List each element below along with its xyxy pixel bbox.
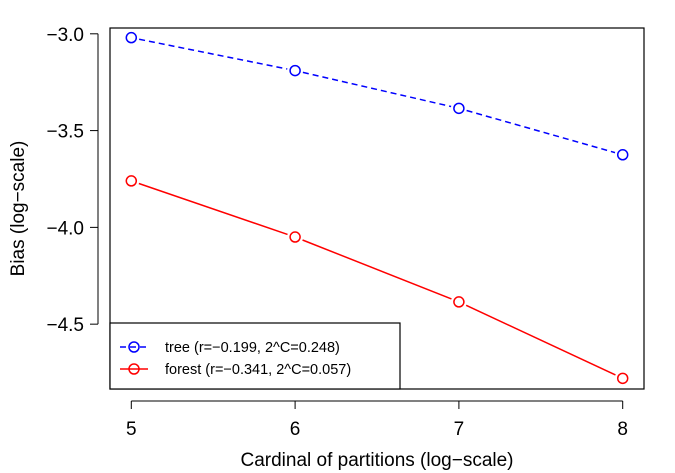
y-tick-label: −3.5 <box>46 122 84 143</box>
series-forest <box>125 175 629 385</box>
y-ticks: −3.0 −3.5 −4.0 −4.5 <box>46 25 98 336</box>
legend: tree (r=−0.199, 2^C=0.248) forest (r=−0.… <box>109 322 401 390</box>
x-tick-label: 7 <box>454 419 465 440</box>
series-layer <box>125 31 629 385</box>
series-line-segment <box>302 71 452 108</box>
x-tick-label: 5 <box>126 419 137 440</box>
x-axis-title: Cardinal of partitions (log−scale) <box>241 450 514 471</box>
y-axis: −3.0 −3.5 −4.0 −4.5 <box>46 25 99 336</box>
y-tick-label: −3.0 <box>46 25 84 46</box>
data-point <box>289 64 301 77</box>
x-tick-label: 8 <box>617 419 628 440</box>
legend-marker-forest <box>128 363 140 375</box>
legend-label-tree: tree (r=−0.199, 2^C=0.248) <box>165 340 340 356</box>
y-tick-label: −4.0 <box>46 218 84 239</box>
data-point <box>125 31 138 44</box>
data-point <box>453 102 465 115</box>
data-point <box>289 231 301 243</box>
y-axis-title: Bias (log−scale) <box>8 141 29 277</box>
series-line-segment <box>138 182 288 236</box>
series-line-segment <box>302 239 452 300</box>
legend-marker-tree <box>128 341 140 353</box>
data-point <box>616 149 629 161</box>
data-point <box>616 372 629 385</box>
data-point <box>125 175 138 187</box>
x-tick-label: 6 <box>290 419 301 440</box>
data-point <box>453 296 465 308</box>
legend-entry-forest: forest (r=−0.341, 2^C=0.057) <box>120 362 351 378</box>
series-line-segment <box>138 38 288 70</box>
legend-entry-tree: tree (r=−0.199, 2^C=0.248) <box>120 340 340 356</box>
series-line-segment <box>466 109 616 154</box>
legend-label-forest: forest (r=−0.341, 2^C=0.057) <box>165 362 351 378</box>
x-axis: 5 6 7 8 <box>126 400 628 440</box>
x-ticks: 5 6 7 8 <box>126 401 628 440</box>
y-tick-label: −4.5 <box>46 315 84 336</box>
series-line-segment <box>465 304 616 376</box>
legend-box <box>109 322 401 390</box>
series-tree <box>125 31 629 161</box>
